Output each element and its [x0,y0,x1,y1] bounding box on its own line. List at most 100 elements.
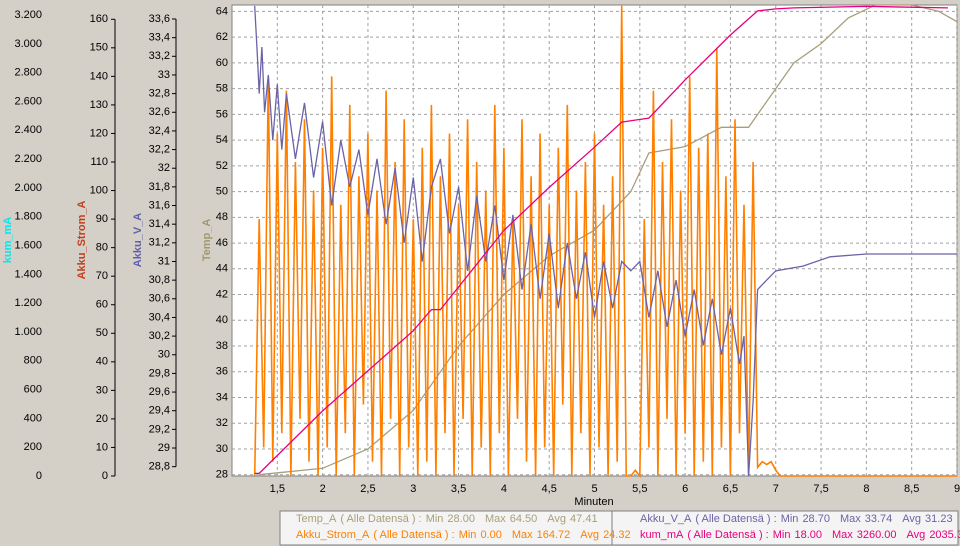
legend-stat-value: 0.00 [480,529,501,541]
x-tick-label: 3,5 [451,483,466,495]
y-tick-label: 0 [102,470,108,482]
y-tick-label: 33,2 [149,50,170,62]
legend-stat-name: Max [512,529,533,541]
y-tick-label: 62 [216,31,228,43]
y-tick-label: 32,6 [149,106,170,118]
y-tick-label: 29,2 [149,423,170,435]
y-tick-label: 29,4 [149,405,170,417]
y-tick-label: 50 [216,186,228,198]
y-tick-label: 48 [216,211,228,223]
legend-stat-value: 28.70 [802,513,830,525]
y-tick-label: 100 [90,184,108,196]
legend-entry: Akku_V_A( Alle Datensä ) : Min 28.70 Max 33.… [640,513,953,525]
y-tick-label: 40 [216,314,228,326]
y-tick-label: 32 [216,417,228,429]
y-tick-label: 10 [96,441,108,453]
series-line [254,5,948,475]
legend-stat-name: Max [485,513,506,525]
y-tick-label: 33,6 [149,13,170,25]
y-tick-label: 31,4 [149,218,170,230]
y-tick-label: 0 [36,470,42,482]
x-tick-label: 5 [591,483,597,495]
y-tick-label: 64 [216,5,228,17]
y-tick-label: 33 [158,69,170,81]
x-tick-label: 8,5 [904,483,919,495]
y-tick-label: 30 [216,443,228,455]
legend-name: Akku_V_A [640,513,692,525]
y-tick-label: 40 [96,356,108,368]
y-tick-label: 2.200 [14,153,42,165]
y-tick-label: 32,2 [149,143,170,155]
y-tick-label: 58 [216,83,228,95]
y-tick-label: 42 [216,288,228,300]
y-tick-label: 80 [96,242,108,254]
legend-stat-name: Avg [580,529,599,541]
legend-entry: Temp_A( Alle Datensä ) : Min 28.00 Max 64.50… [296,513,598,525]
legend-stat-name: Min [773,529,791,541]
y-tick-label: 38 [216,340,228,352]
y-tick-label: 50 [96,327,108,339]
y-tick-label: 2.600 [14,95,42,107]
legend-stat-value: 24.32 [603,529,631,541]
legend-name: kum_mA [640,529,684,541]
legend-box [279,510,959,546]
y-tick-label: 31,6 [149,199,170,211]
x-tick-label: 6 [682,483,688,495]
legend-stat-value: 2035.38 [929,529,960,541]
y-tick-label: 20 [96,413,108,425]
legend-scope: ( Alle Datensä ) : [687,529,768,541]
y-tick-label: 29,6 [149,386,170,398]
y-tick-label: 3.200 [14,9,42,21]
legend-stat-value: 31.23 [925,513,953,525]
x-tick-label: 4 [501,483,507,495]
y-tick-label: 30,8 [149,274,170,286]
y-tick-label: 30,4 [149,311,170,323]
y-tick-label: 52 [216,160,228,172]
y-axis-label: Akku_V_A [132,213,144,267]
y-tick-label: 1.000 [14,326,42,338]
y-tick-label: 28,8 [149,461,170,473]
x-tick-label: 6,5 [723,483,738,495]
legend-scope: ( Alle Datensä ) : [373,529,454,541]
legend-stat-name: Max [832,529,853,541]
y-tick-label: 1.400 [14,268,42,280]
legend-name: Akku_Strom_A [296,529,370,541]
x-tick-label: 2,5 [360,483,375,495]
y-tick-label: 2.000 [14,182,42,194]
y-tick-label: 32,8 [149,88,170,100]
legend-name: Temp_A [296,513,337,525]
legend-entry: kum_mA( Alle Datensä ) : Min 18.00 Max 3260.… [640,529,960,541]
y-tick-label: 34 [216,391,228,403]
y-tick-label: 1.600 [14,239,42,251]
y-tick-label: 2.800 [14,67,42,79]
y-tick-label: 46 [216,237,228,249]
y-tick-label: 1.800 [14,211,42,223]
x-tick-label: 2 [320,483,326,495]
y-tick-label: 36 [216,366,228,378]
y-tick-label: 29,8 [149,367,170,379]
legend-stat-value: 47.41 [570,513,598,525]
x-tick-label: 7 [773,483,779,495]
series-line [254,5,957,477]
y-tick-label: 600 [24,383,42,395]
y-tick-label: 30 [96,384,108,396]
y-tick-label: 28 [216,469,228,481]
x-tick-label: 1,5 [270,483,285,495]
y-tick-label: 70 [96,270,108,282]
y-tick-label: 800 [24,355,42,367]
legend-stat-name: Avg [902,513,921,525]
y-tick-label: 44 [216,263,228,275]
legend-stat-value: 33.74 [865,513,893,525]
x-tick-label: 4,5 [542,483,557,495]
y-tick-label: 32 [158,162,170,174]
y-tick-label: 30,2 [149,330,170,342]
y-tick-label: 60 [216,57,228,69]
legend-scope: ( Alle Datensä ) : [695,513,776,525]
legend-stat-name: Min [781,513,799,525]
y-tick-label: 31,2 [149,237,170,249]
legend-stat-value: 28.00 [447,513,475,525]
y-tick-label: 160 [90,13,108,25]
y-tick-label: 30 [158,349,170,361]
y-tick-label: 2.400 [14,124,42,136]
y-axis-label: Akku_Strom_A [76,201,88,280]
